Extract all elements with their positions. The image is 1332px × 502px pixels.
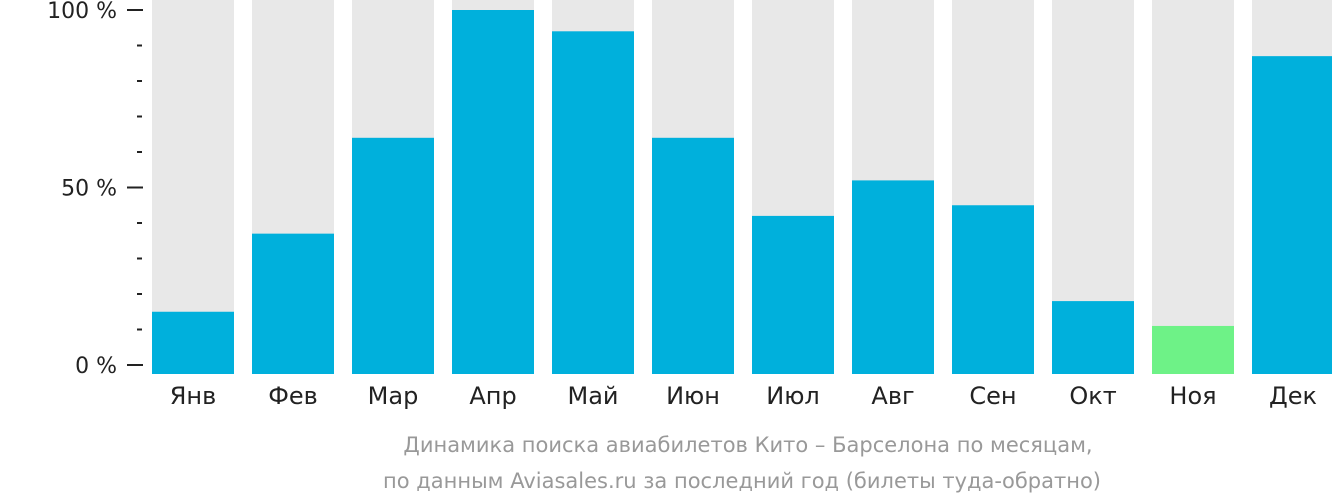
x-tick-label: Мар [368, 382, 419, 410]
x-tick-label: Янв [170, 382, 217, 410]
x-tick-label: Сен [969, 382, 1016, 410]
x-tick-label: Апр [469, 382, 516, 410]
chart-caption-line-1: Динамика поиска авиабилетов Кито – Барсе… [403, 433, 1092, 457]
x-tick-label: Май [567, 382, 618, 410]
x-tick-label: Ноя [1169, 382, 1216, 410]
y-tick-label: 100 % [47, 0, 117, 24]
bar-11 [1152, 325, 1234, 374]
bar-background [1152, 0, 1234, 374]
bar-9 [952, 205, 1034, 374]
bar-4 [452, 10, 534, 374]
bar-10 [1052, 301, 1134, 374]
x-axis-labels: Янв Фев Мар Апр Май Июн Июл Авг Сен Окт Ноя Дек [170, 382, 1317, 410]
x-tick-label: Авг [871, 382, 914, 410]
bar-8 [852, 180, 934, 374]
x-tick-label: Июл [766, 382, 820, 410]
bar-3 [352, 137, 434, 374]
bar-7 [752, 215, 834, 374]
bar-1 [152, 311, 234, 374]
chart-caption-line-2: по данным Aviasales.ru за последний год … [383, 469, 1101, 493]
x-tick-label: Окт [1069, 382, 1116, 410]
x-tick-label: Дек [1269, 382, 1317, 410]
bar-6 [652, 137, 734, 374]
y-tick-label: 0 % [75, 354, 117, 379]
y-axis: 0 % 50 % 100 % [47, 0, 143, 379]
x-tick-label: Фев [268, 382, 318, 410]
bar-5 [552, 31, 634, 375]
bars [152, 0, 1332, 375]
x-tick-label: Июн [666, 382, 720, 410]
bar-2 [252, 233, 334, 374]
bar-12 [1252, 56, 1332, 375]
bar-background [152, 0, 234, 374]
y-tick-label: 50 % [61, 177, 117, 202]
